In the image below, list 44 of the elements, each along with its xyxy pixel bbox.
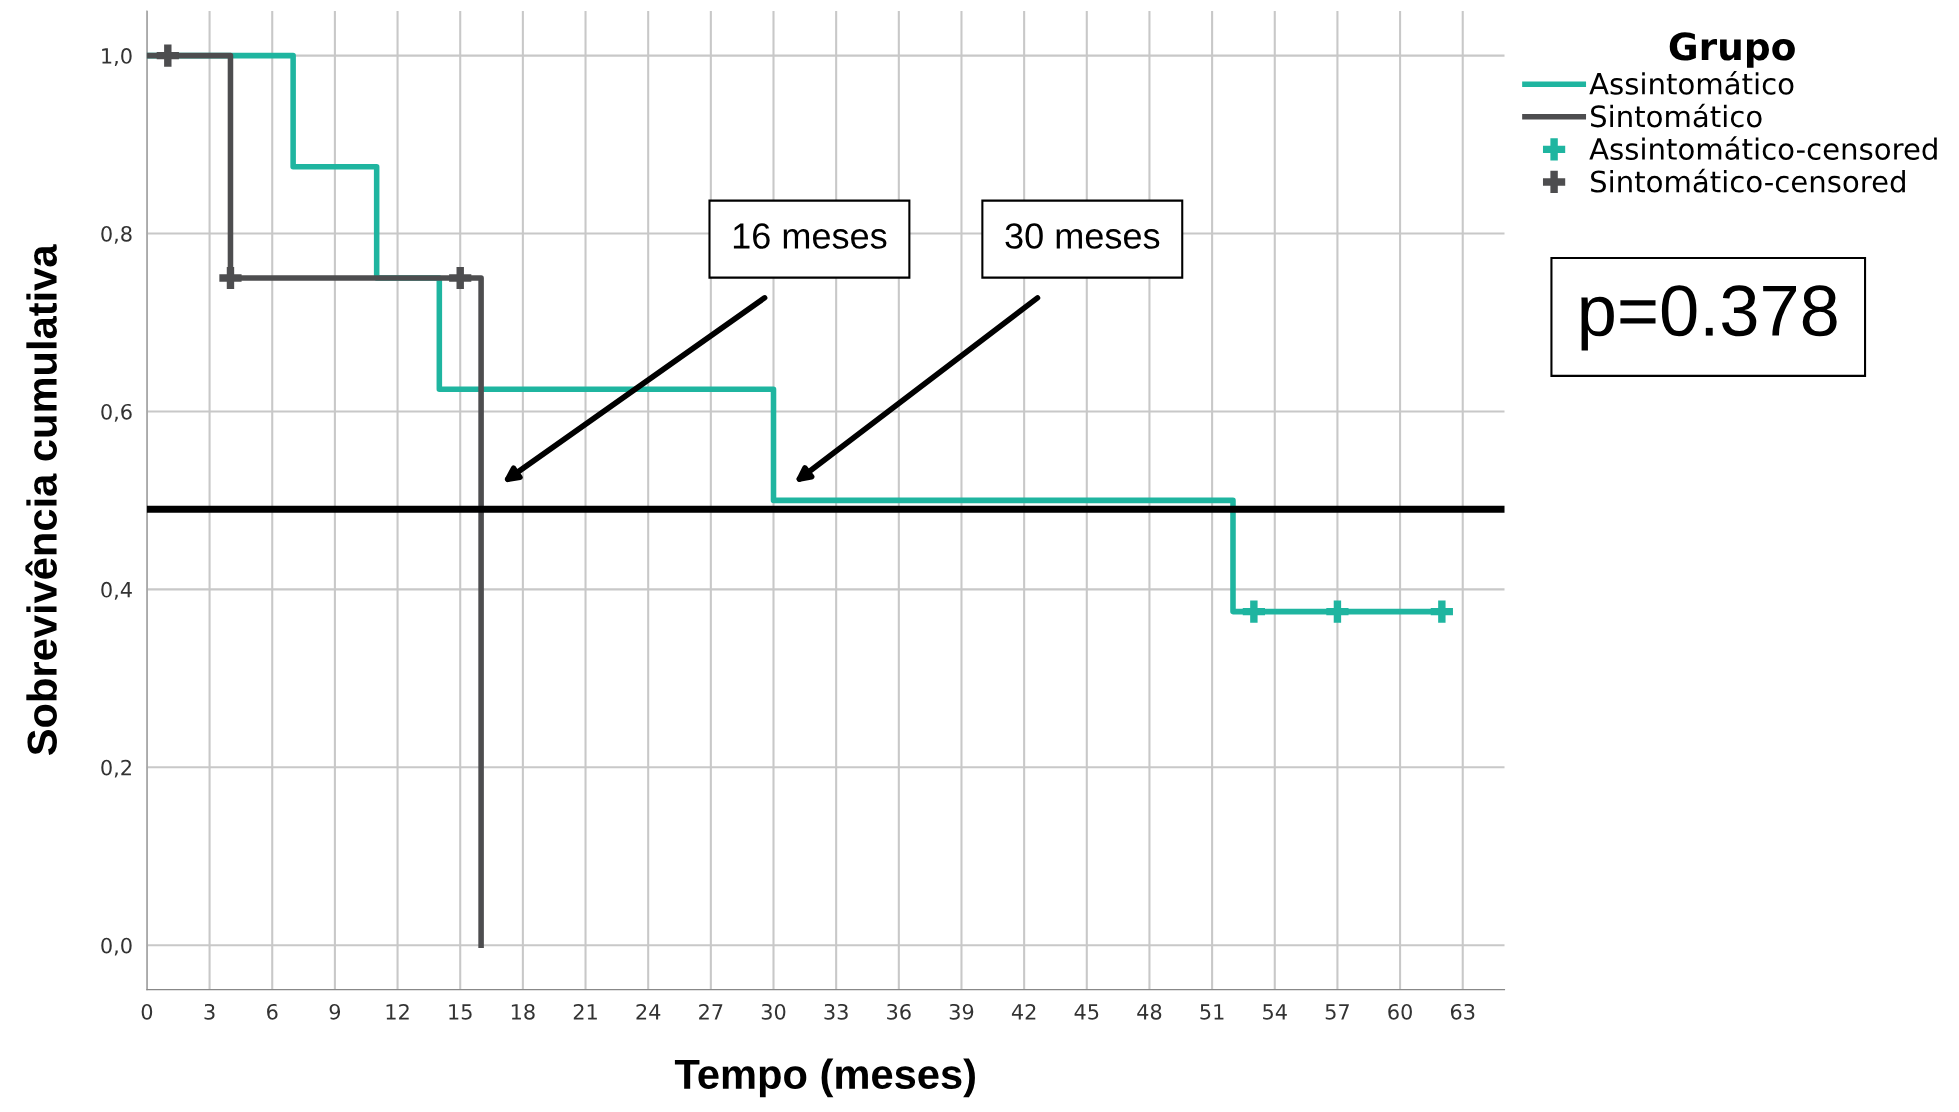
- point: [1326, 600, 1349, 623]
- y-tick-label: 0,2: [101, 759, 131, 778]
- point: [156, 44, 179, 67]
- x-tick-label: 0: [141, 1003, 153, 1020]
- legend-label: Assintomático-censored: [1589, 136, 1937, 160]
- point: [219, 266, 242, 290]
- x-tick-label: 51: [1200, 1004, 1224, 1020]
- legend-label: Sintomático: [1591, 103, 1762, 128]
- x-tick-label: 60: [1388, 1003, 1412, 1020]
- x-tick-label: 42: [1011, 1003, 1036, 1020]
- legend-label: Assintomático: [1589, 71, 1794, 95]
- y-tick-label: 1,0: [102, 48, 132, 66]
- x-tick-label: 9: [329, 1003, 341, 1020]
- y-tick-label: 0,4: [101, 581, 132, 600]
- y-axis-title: Sobrevivência cumulativa: [25, 244, 57, 756]
- x-tick-label: 21: [573, 1003, 597, 1020]
- point: [1430, 600, 1453, 623]
- y-tick-label: 0,8: [101, 225, 132, 244]
- x-tick-label: 3: [204, 1003, 215, 1020]
- x-tick-label: 24: [636, 1003, 661, 1020]
- point: [449, 266, 472, 290]
- text: p=0.378: [1581, 285, 1837, 351]
- y-tick-label: 0,0: [101, 937, 132, 956]
- x-tick-label: 15: [449, 1004, 472, 1020]
- annotation: 30 meses: [1005, 223, 1160, 249]
- x-tick-label: 33: [824, 1003, 848, 1020]
- y-tick-label: 0,6: [101, 403, 132, 422]
- x-tick-label: 45: [1074, 1004, 1099, 1020]
- x-tick-label: 48: [1137, 1003, 1162, 1020]
- legend-label: Sintomático-censored: [1591, 168, 1905, 193]
- x-tick-label: 63: [1450, 1003, 1475, 1020]
- x-tick-label: 12: [386, 1003, 409, 1020]
- x-tick-label: 18: [511, 1003, 535, 1020]
- x-tick-label: 6: [267, 1003, 278, 1020]
- x-tick-label: 54: [1263, 1004, 1287, 1020]
- point: [1242, 600, 1265, 623]
- legend-title: Grupo: [1669, 32, 1795, 68]
- x-tick-label: 39: [949, 1003, 974, 1020]
- x-tick-label: 30: [761, 1003, 786, 1020]
- x-tick-label: 36: [887, 1003, 911, 1020]
- x-axis-title: Tempo (meses): [674, 1058, 975, 1098]
- x-tick-label: 27: [699, 1003, 723, 1020]
- x-tick-label: 57: [1325, 1004, 1349, 1020]
- annotation: 16 meses: [733, 223, 887, 249]
